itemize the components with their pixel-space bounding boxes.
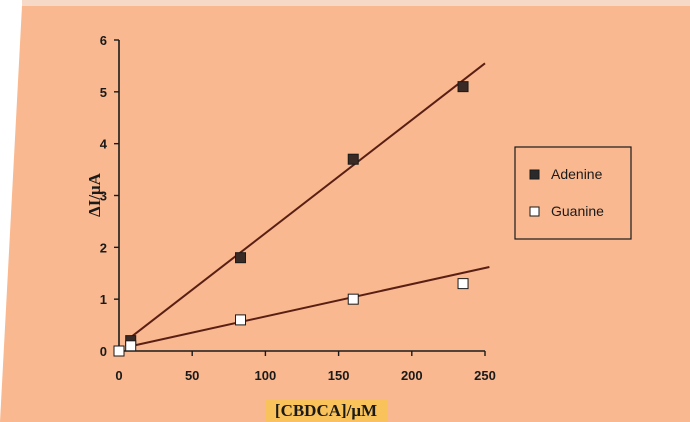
y-tick-label: 4: [100, 137, 108, 152]
y-tick-label: 1: [100, 292, 107, 307]
x-tick-label: 150: [328, 368, 350, 383]
x-tick-label: 250: [474, 368, 496, 383]
chart-panel: [0, 6, 690, 422]
y-tick-label: 0: [100, 344, 107, 359]
data-point-guanine: [235, 314, 247, 326]
data-point-guanine: [457, 278, 469, 290]
x-tick-label: 50: [185, 368, 199, 383]
data-point-adenine: [235, 252, 247, 264]
filled-square-icon: [529, 169, 540, 180]
legend-label-adenine: Adenine: [551, 166, 603, 182]
x-axis-label: [CBDCA]/μM: [275, 401, 377, 420]
fit-line-adenine: [127, 62, 486, 341]
legend-box: [514, 146, 632, 240]
legend: Adenine Guanine: [514, 146, 632, 240]
data-markers: [113, 81, 469, 357]
y-tick-label: 5: [100, 85, 107, 100]
data-point-guanine: [113, 345, 125, 357]
y-axis-label: ΔI/μA: [85, 172, 104, 217]
legend-label-guanine: Guanine: [551, 203, 604, 219]
open-square-icon: [529, 206, 540, 217]
fit-line-guanine: [127, 266, 490, 348]
x-tick-label: 0: [115, 368, 122, 383]
y-ticks: 0 1 2 3 4 5 6: [100, 33, 119, 359]
x-axis-label-highlight: [265, 399, 387, 421]
x-tick-label: 200: [401, 368, 423, 383]
data-point-guanine: [347, 293, 359, 305]
y-tick-label: 3: [100, 189, 107, 204]
y-tick-label: 6: [100, 33, 107, 48]
fit-lines: [127, 62, 490, 348]
y-tick-label: 2: [100, 240, 107, 255]
data-point-adenine: [457, 81, 469, 93]
panel-top-stripe: [22, 0, 690, 6]
x-ticks: 0 50 100 150 200 250: [115, 351, 496, 383]
data-point-adenine: [347, 153, 359, 165]
data-point-guanine: [125, 340, 137, 352]
x-tick-label: 100: [255, 368, 277, 383]
